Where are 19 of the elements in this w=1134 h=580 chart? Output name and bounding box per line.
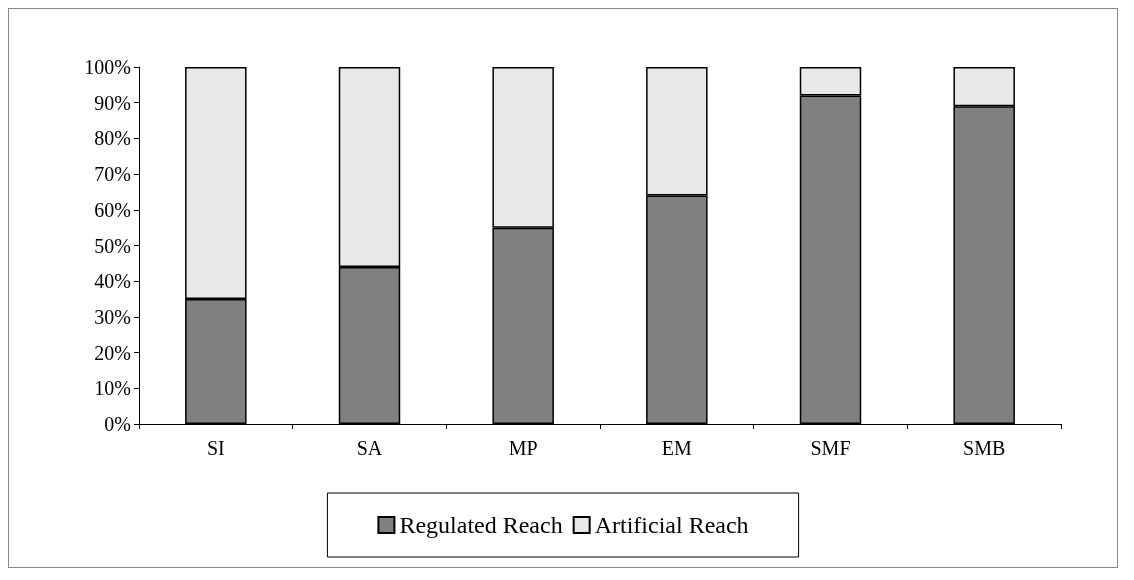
y-tick-label: 40% bbox=[94, 270, 131, 293]
x-tick-label: SA bbox=[356, 437, 383, 459]
y-tick-label: 60% bbox=[94, 198, 131, 221]
legend-label: Regulated Reach bbox=[399, 512, 563, 538]
x-tick-label: SMB bbox=[963, 437, 1006, 459]
y-tick-label: 100% bbox=[84, 56, 131, 78]
y-tick-label: 70% bbox=[94, 163, 131, 186]
y-tick-label: 10% bbox=[94, 377, 131, 400]
x-tick-label: MP bbox=[508, 437, 538, 459]
y-tick-label: 20% bbox=[94, 341, 131, 364]
x-tick-label: EM bbox=[661, 437, 693, 459]
y-tick-label: 30% bbox=[94, 305, 131, 328]
y-tick-label: 80% bbox=[94, 127, 131, 150]
y-tick-label: 90% bbox=[94, 91, 131, 114]
x-tick-label: SI bbox=[206, 437, 225, 459]
legend-label: Artificial Reach bbox=[594, 512, 749, 538]
x-tick-label: SMF bbox=[810, 437, 851, 459]
y-tick-label: 50% bbox=[94, 234, 131, 257]
y-tick-label: 0% bbox=[104, 413, 131, 435]
